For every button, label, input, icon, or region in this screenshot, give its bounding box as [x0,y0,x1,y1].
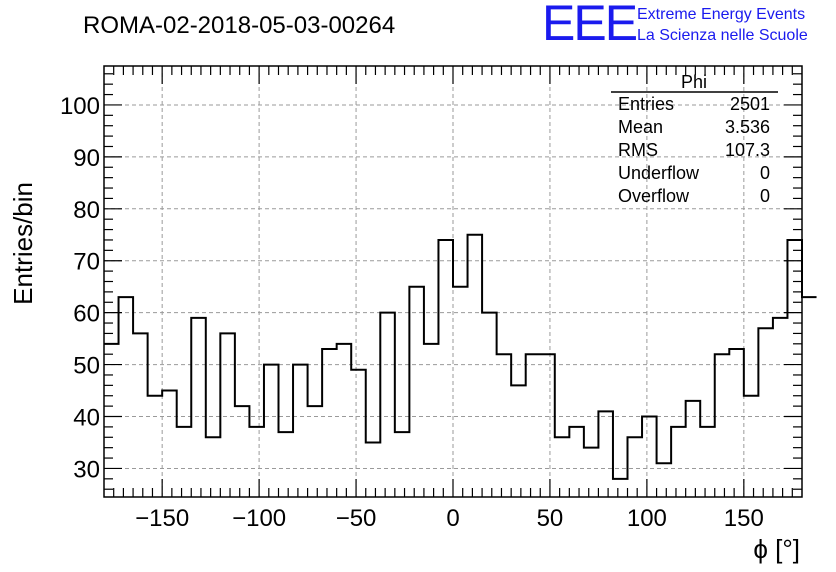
x-tick-label: −150 [135,505,189,532]
eee-logo: EEE Extreme Energy Events La Scienza nel… [542,0,808,51]
histogram-line [104,233,817,480]
logo-line-2: La Scienza nelle Scuole [637,27,808,44]
stats-label: Mean [618,117,663,137]
x-tick-label: −100 [232,505,286,532]
stats-label: RMS [618,140,658,160]
x-tick-label: 100 [627,505,667,532]
stats-box: Phi Entries 2501 Mean 3.536 RMS 107.3 Underflo… [611,72,778,206]
stats-label: Underflow [618,163,700,183]
stats-box-name: Phi [681,72,707,92]
x-tick-label: 50 [537,505,564,532]
y-tick-label: 50 [73,353,100,380]
y-tick-label: 60 [73,301,100,328]
x-tick-label: 150 [724,505,764,532]
y-tick-label: 70 [73,249,100,276]
stats-label: Entries [618,94,674,114]
stats-rows: Entries 2501 Mean 3.536 RMS 107.3 Underflow 0 Ov… [618,94,770,206]
axis-tick-labels: −150 −100 −50 0 50 100 150 30 40 50 60 70 80 90 100 [60,93,764,532]
y-tick-label: 40 [73,405,100,432]
logo-line-1: Extreme Energy Events [637,6,805,23]
y-axis-title: Entries/bin [8,182,38,305]
stats-value: 107.3 [725,140,770,160]
stats-value: 2501 [730,94,770,114]
axis-ticks [104,66,802,497]
y-tick-label: 30 [73,456,100,483]
y-tick-label: 100 [60,93,100,120]
stats-value: 0 [760,186,770,206]
chart-title: ROMA-02-2018-05-03-00264 [83,12,395,39]
eee-logo-mark: EEE [542,0,637,51]
y-tick-label: 90 [73,145,100,172]
y-tick-label: 80 [73,197,100,224]
stats-label: Overflow [618,186,690,206]
x-tick-label: 0 [446,505,459,532]
stats-value: 0 [760,163,770,183]
stats-value: 3.536 [725,117,770,137]
x-tick-label: −50 [336,505,377,532]
x-axis-title: ϕ [°] [753,534,800,564]
